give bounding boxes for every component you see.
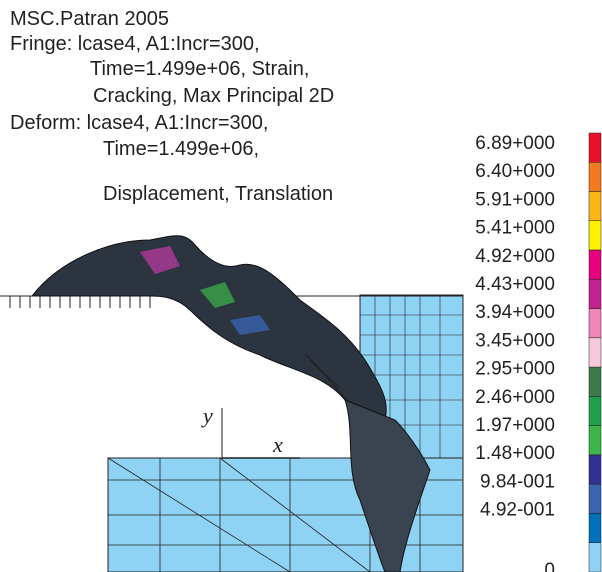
header-line: Fringe: lcase4, A1:Incr=300, bbox=[10, 33, 260, 55]
fringe-patch bbox=[200, 282, 235, 308]
legend-swatch bbox=[588, 483, 602, 514]
legend-swatch bbox=[588, 366, 602, 397]
legend-label: 6.89+000 bbox=[475, 133, 555, 154]
legend-label: 2.46+000 bbox=[475, 387, 555, 408]
header-line: MSC.Patran 2005 bbox=[10, 8, 169, 30]
legend-swatch bbox=[588, 425, 602, 456]
legend-swatch bbox=[588, 513, 602, 543]
legend-label: 3.94+000 bbox=[475, 302, 555, 323]
legend-label: 4.43+000 bbox=[475, 274, 555, 295]
model: y x bbox=[0, 235, 464, 572]
legend-swatch bbox=[588, 162, 602, 192]
legend-label: 0 bbox=[544, 560, 555, 572]
header-line: Deform: lcase4, A1:Incr=300, bbox=[10, 112, 268, 134]
axis-label: y bbox=[201, 403, 213, 428]
legend-label: 1.97+000 bbox=[475, 415, 555, 436]
fringe-patch bbox=[140, 246, 180, 274]
legend: 6.89+000 6.40+000 5.91+000 5.41+000 4.92+000… bbox=[475, 132, 602, 572]
legend-label: 1.48+000 bbox=[475, 443, 555, 464]
header-line: Time=1.499e+06, Strain, bbox=[90, 58, 309, 80]
header-line: Cracking, Max Principal 2D bbox=[93, 85, 334, 107]
legend-swatch bbox=[588, 249, 602, 280]
legend-swatch bbox=[588, 220, 602, 251]
header: MSC.Patran 2005 Fringe: lcase4, A1:Incr=… bbox=[10, 8, 334, 205]
supports bbox=[304, 353, 348, 401]
legend-label: 4.92+000 bbox=[475, 246, 555, 267]
legend-swatch bbox=[588, 308, 602, 339]
legend-label: 5.41+000 bbox=[475, 218, 555, 239]
header-line: Displacement, Translation bbox=[103, 183, 333, 205]
legend-label: 3.45+000 bbox=[475, 330, 555, 351]
axis-label: x bbox=[272, 432, 283, 457]
legend-swatch bbox=[588, 337, 602, 368]
legend-swatch bbox=[588, 454, 602, 485]
supports bbox=[9, 296, 151, 308]
deformed-mesh bbox=[30, 235, 387, 425]
legend-label: 5.91+000 bbox=[475, 189, 555, 210]
legend-swatch bbox=[588, 191, 602, 222]
legend-label: 9.84-001 bbox=[480, 471, 555, 492]
legend-label: 6.40+000 bbox=[475, 161, 555, 182]
legend-swatch bbox=[588, 396, 602, 426]
legend-label: 2.95+000 bbox=[475, 359, 555, 380]
header-line: Time=1.499e+06, bbox=[103, 138, 259, 160]
legend-swatch bbox=[588, 132, 602, 163]
fringe-patch bbox=[230, 315, 270, 335]
legend-swatch bbox=[588, 542, 602, 572]
legend-label: 4.92-001 bbox=[480, 500, 555, 521]
deformed-tail bbox=[344, 399, 431, 572]
legend-swatch bbox=[588, 279, 602, 309]
